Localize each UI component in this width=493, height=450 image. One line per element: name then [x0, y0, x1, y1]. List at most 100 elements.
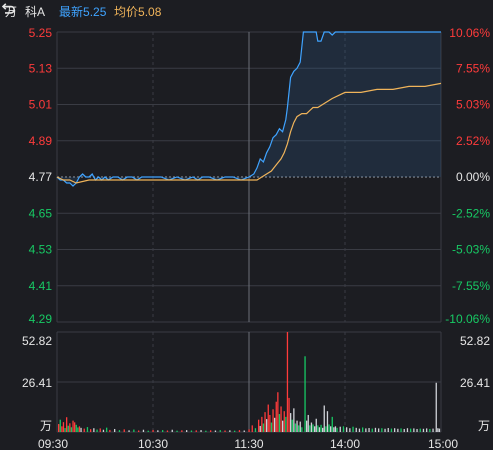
volume-bar — [238, 430, 241, 432]
volume-bar — [86, 427, 89, 432]
volume-bar — [301, 427, 303, 432]
volume-bar — [278, 414, 281, 432]
volume-tick-label: 52.82 — [22, 334, 52, 348]
volume-bar — [306, 420, 308, 432]
volume-bar — [133, 429, 135, 432]
volume-bar — [259, 425, 261, 432]
price-tick-label: 4.53 — [29, 243, 53, 257]
volume-bar — [254, 428, 257, 432]
volume-bar — [61, 426, 63, 432]
volume-bar — [419, 428, 421, 432]
volume-bar — [162, 430, 164, 432]
volume-bar — [339, 426, 341, 432]
volume-bars-layer — [58, 332, 441, 432]
volume-bar — [58, 424, 60, 432]
percent-tick-label: 7.55% — [456, 61, 490, 75]
volume-bar — [171, 429, 173, 432]
volume-bar — [102, 429, 105, 432]
latest-label: 最新 — [59, 5, 84, 19]
volume-bar — [64, 428, 66, 432]
volume-bar — [328, 424, 330, 432]
volume-bar — [368, 428, 370, 432]
volume-bar — [320, 424, 322, 432]
volume-bar — [374, 427, 377, 432]
time-tick-label: 11:30 — [234, 437, 263, 450]
time-tick-label: 10:30 — [138, 437, 168, 450]
volume-bar — [77, 427, 79, 432]
volume-bar — [296, 420, 298, 432]
volume-bar — [326, 411, 329, 432]
volume-bar — [266, 419, 268, 432]
volume-bar — [299, 421, 301, 432]
volume-bar — [195, 430, 197, 432]
volume-bar — [381, 428, 383, 432]
volume-bar — [214, 430, 217, 432]
volume-bar — [267, 404, 269, 432]
volume-bar — [152, 429, 154, 432]
volume-bar — [106, 427, 108, 432]
volume-bar — [384, 428, 386, 432]
volume-bar — [229, 430, 231, 432]
price-tick-label: 4.29 — [29, 312, 53, 326]
volume-bar — [114, 428, 116, 432]
volume-bar — [437, 428, 439, 432]
volume-bar — [333, 427, 335, 432]
volume-bar — [336, 427, 338, 432]
volume-bar — [78, 426, 81, 432]
volume-bar — [118, 430, 121, 432]
volume-bar — [264, 412, 266, 432]
volume-bar — [262, 423, 265, 432]
volume-bar — [403, 428, 405, 432]
volume-bar — [280, 406, 282, 432]
volume-bar — [128, 430, 130, 432]
volume-bar — [142, 429, 145, 432]
volume-bar — [74, 422, 76, 432]
volume-bar — [288, 397, 290, 432]
volume-bar — [200, 430, 202, 432]
volume-bar — [413, 428, 415, 432]
volume-bar — [274, 417, 276, 432]
volume-bar — [312, 424, 314, 432]
volume-bar — [190, 430, 193, 432]
price-tick-label: 5.01 — [29, 98, 53, 112]
volume-bar — [258, 419, 260, 432]
volume-bar — [93, 428, 95, 432]
refresh-icon[interactable] — [0, 1, 16, 17]
volume-bar — [378, 428, 380, 432]
volume-bar — [166, 430, 169, 432]
volume-bar — [186, 430, 188, 432]
price-tick-label: 4.41 — [29, 279, 53, 293]
volume-bar — [309, 425, 311, 432]
volume-bar — [290, 413, 292, 432]
volume-bar — [358, 428, 361, 432]
volume-bar — [243, 430, 245, 432]
volume-bar — [147, 430, 149, 432]
average-price: 均价5.08 — [114, 3, 161, 20]
latest-price: 最新5.25 — [59, 3, 106, 20]
percent-tick-label: -7.55% — [452, 279, 490, 293]
volume-bar — [269, 414, 271, 432]
price-tick-label: 4.65 — [29, 206, 53, 220]
volume-bar — [282, 420, 284, 432]
price-lines-layer — [56, 31, 442, 187]
volume-bar — [429, 428, 431, 432]
volume-bar — [298, 425, 300, 432]
price-line — [56, 31, 441, 187]
volume-bar — [322, 427, 324, 432]
volume-bar — [75, 424, 77, 432]
price-area — [57, 32, 441, 187]
time-tick-label: 15:00 — [428, 437, 458, 450]
volume-bar — [323, 405, 325, 432]
volume-bar — [176, 430, 178, 432]
volume-bar — [205, 430, 207, 432]
volume-bar — [138, 430, 140, 432]
volume-bar — [210, 430, 212, 432]
volume-bar — [400, 428, 402, 432]
volume-bar — [66, 417, 68, 432]
volume-bar — [234, 430, 236, 432]
volume-bar — [307, 414, 309, 432]
volume-bar — [157, 430, 159, 432]
volume-bar — [109, 429, 111, 432]
volume-bar — [248, 429, 250, 432]
